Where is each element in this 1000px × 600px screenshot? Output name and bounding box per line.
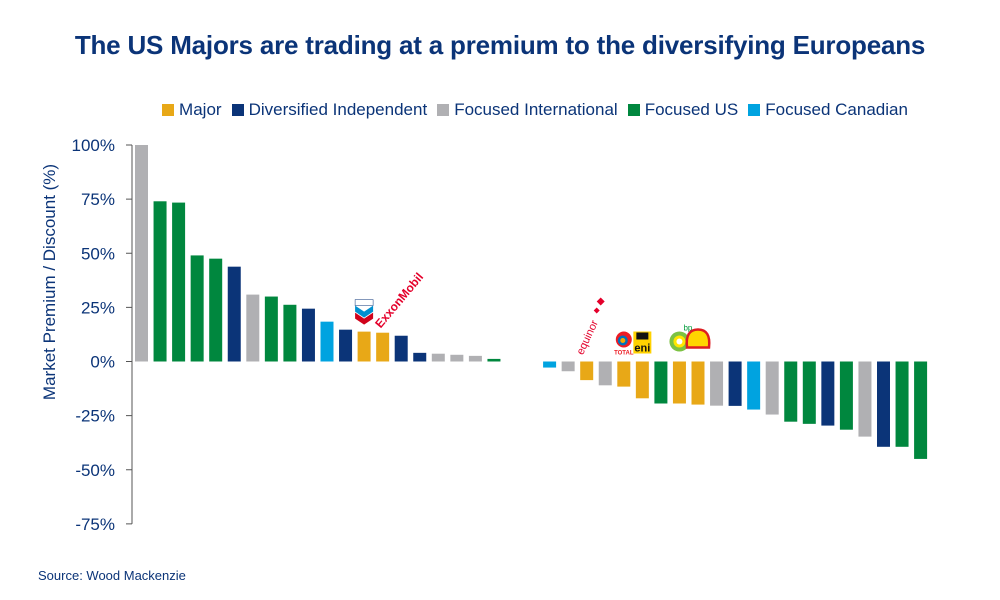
bp-logo-icon <box>676 338 683 345</box>
bar <box>691 361 705 405</box>
legend-label: Focused US <box>644 100 739 119</box>
bar <box>598 361 612 386</box>
legend-label: Focused International <box>454 100 618 119</box>
bar <box>877 361 890 447</box>
bar <box>839 361 853 430</box>
bar <box>895 361 909 447</box>
legend-item-major: Major <box>162 100 222 120</box>
bar <box>135 145 148 362</box>
legend-label: Major <box>179 100 222 119</box>
bar <box>190 255 204 362</box>
bar <box>728 361 742 406</box>
legend-item-focused-us: Focused US <box>627 100 739 120</box>
bar <box>858 361 872 437</box>
source-note: Source: Wood Mackenzie <box>38 568 186 583</box>
bar <box>320 321 334 362</box>
y-tick-label: 50% <box>81 244 115 263</box>
total-logo-icon: TOTAL <box>614 351 634 357</box>
bar <box>468 355 482 362</box>
y-tick-label: 25% <box>81 298 115 317</box>
exxonmobil-logo-icon: ExxonMobil <box>372 270 426 331</box>
bar <box>227 266 241 362</box>
bar <box>283 304 297 362</box>
bar <box>357 331 371 362</box>
bar <box>747 361 761 410</box>
y-tick-label: -50% <box>75 461 115 480</box>
chevron-logo-icon <box>354 299 374 306</box>
shell-logo-icon <box>685 328 711 349</box>
legend-swatch <box>231 104 244 116</box>
legend-item-diversified-independent: Diversified Independent <box>231 100 428 120</box>
bar <box>487 358 501 362</box>
equinor-logo-icon <box>593 297 605 314</box>
bar <box>264 296 278 362</box>
bar <box>784 361 798 422</box>
bar <box>635 361 649 399</box>
bar <box>413 352 427 362</box>
bar <box>617 361 631 387</box>
eni-logo-icon: eni <box>634 343 650 355</box>
bar <box>561 361 575 372</box>
bar <box>914 361 928 459</box>
legend-label: Diversified Independent <box>248 100 428 119</box>
legend-swatch <box>748 104 761 116</box>
bar <box>654 361 668 404</box>
chart-title: The US Majors are trading at a premium t… <box>74 30 926 60</box>
y-tick-label: 0% <box>90 353 115 372</box>
chevron-logo-icon <box>355 312 374 325</box>
bar <box>209 258 223 362</box>
legend-label: Focused Canadian <box>765 100 908 119</box>
legend-item-focused-canadian: Focused Canadian <box>748 100 908 120</box>
chevron-logo-icon <box>355 305 374 318</box>
legend-swatch <box>437 104 450 116</box>
bar <box>580 361 594 381</box>
bar <box>710 361 724 406</box>
bp-logo-icon: bp <box>683 324 692 333</box>
bar <box>765 361 779 415</box>
legend-item-focused-international: Focused International <box>437 100 618 120</box>
eni-logo-icon <box>636 332 649 340</box>
bar <box>672 361 686 404</box>
bar <box>802 361 816 424</box>
y-tick-label: 100% <box>72 136 115 155</box>
bar <box>450 354 464 362</box>
bar <box>543 361 557 368</box>
bar <box>394 335 408 362</box>
legend-swatch <box>162 104 175 116</box>
bar <box>821 361 835 426</box>
bar <box>172 202 186 362</box>
bar <box>246 294 260 362</box>
bar <box>431 353 445 362</box>
legend: Major Diversified Independent Focused In… <box>0 100 1000 120</box>
bar <box>376 332 390 362</box>
bar <box>153 201 167 362</box>
y-tick-label: 75% <box>81 190 115 209</box>
equinor-logo-icon: equinor <box>575 318 602 357</box>
bar <box>301 308 315 362</box>
y-tick-label: -25% <box>75 407 115 426</box>
y-tick-label: -75% <box>75 515 115 534</box>
total-logo-icon <box>620 338 626 343</box>
y-axis-label: Market Premium / Discount (%) <box>40 164 59 400</box>
legend-swatch <box>627 104 640 116</box>
bar <box>339 329 353 362</box>
